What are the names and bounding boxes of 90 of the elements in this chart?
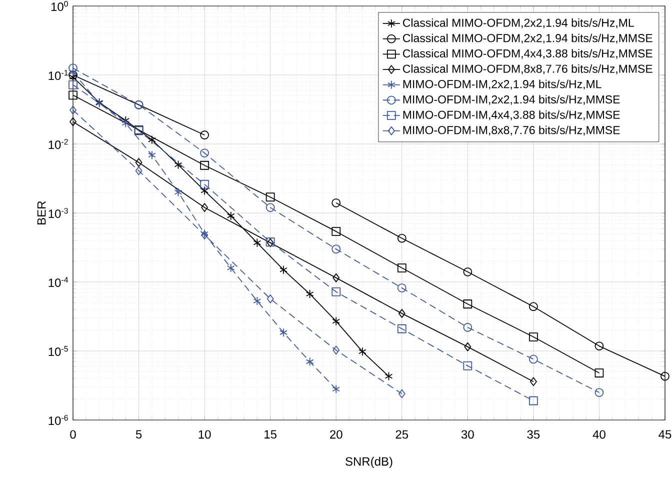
- point: [122, 118, 130, 128]
- point: [528, 332, 538, 342]
- legend-label: Classical MIMO-OFDM,8x8,7.76 bits/s/Hz,MMSE: [402, 64, 652, 74]
- point: [332, 287, 341, 296]
- y-tick-label: 10$^{-2}$: [48, 138, 68, 150]
- point: [398, 309, 406, 318]
- point: [528, 354, 538, 364]
- point: [70, 117, 76, 126]
- point: [148, 135, 156, 144]
- x-tick-label: 45: [658, 430, 672, 439]
- y-tick-label: 10$^{-6}$: [48, 414, 68, 426]
- point: [463, 300, 472, 308]
- point: [594, 368, 604, 378]
- x-tick-label: 40: [592, 430, 606, 439]
- legend-label: Classical MIMO-OFDM,4x4,3.88 bits/s/Hz,MMSE: [402, 49, 652, 59]
- point: [528, 396, 538, 406]
- point: [306, 357, 314, 366]
- point: [200, 130, 210, 140]
- point: [463, 322, 472, 332]
- point: [200, 160, 210, 170]
- point: [397, 324, 406, 334]
- point: [68, 64, 78, 73]
- point: [266, 192, 275, 202]
- point: [397, 234, 406, 243]
- point: [332, 346, 340, 355]
- point: [528, 302, 538, 312]
- point: [266, 203, 275, 212]
- point: [253, 238, 262, 248]
- point: [397, 283, 406, 292]
- point: [200, 186, 208, 196]
- x-tick-label: 20: [330, 430, 342, 439]
- point: [253, 296, 262, 306]
- y-tick-label: 10$^{-3}$: [48, 208, 68, 218]
- point: [200, 148, 210, 158]
- point: [201, 203, 208, 212]
- legend-label: Classical MIMO-OFDM,2x2,1.94 bits/s/Hz,ML: [402, 18, 634, 28]
- point: [200, 180, 210, 189]
- point: [332, 227, 341, 236]
- point: [68, 70, 78, 80]
- point: [135, 166, 142, 176]
- point: [398, 389, 406, 398]
- point: [463, 361, 472, 370]
- point: [358, 347, 366, 356]
- point: [122, 116, 130, 125]
- point: [70, 106, 76, 115]
- y-tick-label: 10$^{-4}$: [48, 277, 68, 287]
- point: [397, 263, 406, 272]
- point: [280, 328, 288, 338]
- x-tick-label: 5: [136, 430, 142, 439]
- x-tick-label: 10: [198, 430, 211, 439]
- point: [135, 158, 142, 167]
- point: [69, 68, 77, 77]
- point: [660, 372, 670, 381]
- y-tick-label: 10$^{0}$: [51, 0, 68, 12]
- legend-label: MIMO-OFDM-IM,8x8,7.76 bits/s/Hz,MMSE: [403, 126, 620, 136]
- point: [594, 342, 604, 350]
- point: [464, 342, 472, 352]
- point: [68, 90, 78, 100]
- point: [332, 273, 340, 282]
- x-tick-label: 25: [396, 430, 408, 439]
- point: [332, 316, 340, 326]
- point: [226, 263, 235, 272]
- y-tick-label: 10$^{-1}$: [48, 70, 68, 80]
- point: [174, 160, 182, 170]
- x-tick-label: 30: [461, 430, 474, 439]
- point: [280, 265, 288, 274]
- y-tick-label: 10$^{-5}$: [48, 346, 68, 356]
- legend-label: MIMO-OFDM-IM,4x4,3.88 bits/s/Hz,MMSE: [403, 110, 620, 120]
- point: [226, 211, 235, 220]
- point: [332, 244, 341, 254]
- point: [332, 384, 340, 394]
- point: [463, 267, 472, 276]
- legend-label: MIMO-OFDM-IM,2x2,1.94 bits/s/Hz,ML: [403, 80, 602, 90]
- legend-label: MIMO-OFDM-IM,2x2,1.94 bits/s/Hz,MMSE: [403, 95, 620, 105]
- x-tick-label: 15: [264, 430, 276, 439]
- point: [174, 188, 182, 197]
- x-axis-title: SNR(dB): [346, 456, 392, 468]
- x-tick-label: 0: [70, 430, 76, 439]
- point: [266, 294, 274, 304]
- y-axis-title: BER: [37, 201, 46, 224]
- x-tick-label: 35: [527, 430, 540, 439]
- point: [594, 388, 604, 397]
- point: [530, 377, 537, 386]
- point: [332, 198, 341, 208]
- point: [384, 372, 393, 381]
- legend-label: Classical MIMO-OFDM,2x2,1.94 bits/s/Hz,MMSE: [402, 34, 652, 44]
- point: [306, 290, 314, 298]
- point: [69, 72, 77, 82]
- point: [148, 150, 156, 160]
- point: [68, 80, 78, 90]
